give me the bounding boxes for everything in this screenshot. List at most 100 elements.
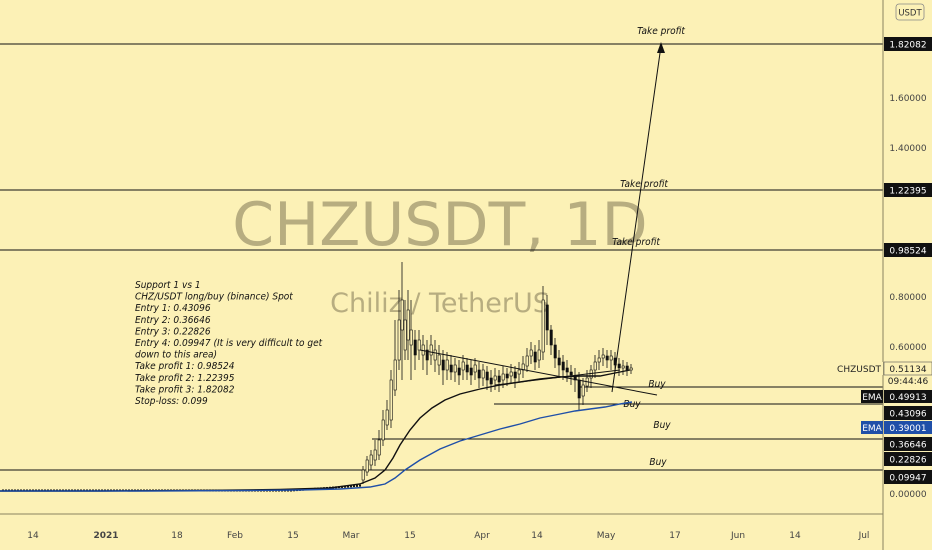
note-line: Entry 4: 0.09947 (It is very difficult t… (135, 338, 323, 349)
candle (486, 372, 488, 380)
level-price-label: 0.43096 (889, 410, 926, 420)
candle (418, 340, 420, 350)
level-price-label: 0.09947 (889, 474, 926, 484)
candle (390, 380, 392, 420)
candle (407, 310, 409, 340)
candle (502, 374, 504, 380)
level-annotation: Buy (653, 420, 671, 431)
candle (582, 385, 584, 396)
candle (466, 365, 468, 372)
x-tick-label: 14 (531, 531, 543, 541)
candle (578, 380, 580, 398)
x-tick-label: 15 (287, 531, 298, 541)
level-price-label: 0.98524 (889, 247, 926, 257)
candle (526, 356, 528, 366)
candle (374, 450, 376, 460)
candle (538, 350, 540, 360)
candle (450, 365, 452, 372)
candle (530, 350, 532, 356)
candle (570, 372, 572, 375)
level-price-label: 1.22395 (889, 187, 926, 197)
candle (404, 320, 406, 350)
candle (518, 370, 520, 374)
level-price-label: 1.82082 (889, 41, 926, 51)
candle (610, 356, 612, 360)
candle (382, 420, 384, 440)
candle (414, 340, 416, 355)
y-tick-label: 0.60000 (889, 343, 926, 353)
level-annotation: Take profit (620, 179, 668, 190)
note-line: Entry 1: 0.43096 (135, 303, 211, 314)
x-tick-label: 18 (171, 531, 183, 541)
candle (370, 455, 372, 465)
candle (566, 368, 568, 372)
candle (602, 355, 604, 358)
candle (438, 355, 440, 365)
candle (606, 356, 608, 360)
note-line: Entry 3: 0.22826 (135, 326, 211, 337)
x-tick-label: Mar (343, 531, 360, 541)
ema-label-long-value: 0.39001 (889, 424, 926, 434)
x-tick-label: Jun (730, 531, 745, 541)
x-tick-label: 14 (27, 531, 39, 541)
candle (534, 352, 536, 362)
level-annotation: Take profit (612, 237, 660, 248)
candle (362, 470, 364, 480)
candle (482, 370, 484, 378)
candle (490, 378, 492, 384)
candle (626, 366, 628, 370)
level-annotation: Take profit (637, 26, 685, 37)
note-line: Take profit 1: 0.98524 (135, 361, 235, 372)
candle (401, 300, 403, 330)
candle (462, 362, 464, 370)
level-annotation: Buy (648, 379, 666, 390)
note-line: Take profit 2: 1.22395 (135, 373, 235, 384)
note-line: Stop-loss: 0.099 (135, 396, 208, 407)
x-tick-label: Feb (227, 531, 243, 541)
ema-label-long-name: EMA (862, 424, 882, 434)
candle (594, 362, 596, 370)
watermark-name: Chiliz / TetherUS (330, 288, 550, 319)
x-tick-label: Apr (474, 531, 490, 541)
candle (434, 350, 436, 360)
candle (598, 358, 600, 362)
x-tick-label: 17 (669, 531, 680, 541)
candle (454, 365, 456, 372)
x-tick-label: Jul (858, 531, 870, 541)
candle (366, 460, 368, 472)
candle (498, 376, 500, 382)
note-line: Take profit 3: 1.82082 (135, 384, 235, 395)
current-price-value: 0.51134 (889, 365, 926, 375)
candle (622, 366, 624, 368)
y-tick-label: 0.00000 (889, 490, 926, 500)
level-annotation: Buy (623, 399, 641, 410)
level-price-labels: 1.82082 1.22395 0.98524 0.43096 0.36646 0.228… (884, 37, 932, 484)
note-line: down to this area) (135, 350, 217, 361)
candle (430, 345, 432, 355)
currency-badge-text: USDT (898, 9, 922, 19)
x-axis-ticks: 14 2021 18 Feb 15 Mar 15 Apr 14 May 17 Jun 14 Jul (27, 531, 869, 541)
candle (554, 345, 556, 358)
candle (470, 368, 472, 375)
candle (394, 360, 396, 390)
y-tick-label: 0.80000 (889, 293, 926, 303)
note-line: Entry 2: 0.36646 (135, 315, 211, 326)
x-tick-label: 2021 (93, 531, 118, 541)
currency-badge[interactable]: USDT (896, 4, 924, 20)
candle (410, 330, 412, 345)
x-tick-label: May (597, 531, 616, 541)
current-price-label: CHZUSDT 0.51134 09:44:46 (837, 362, 932, 387)
candle (398, 320, 400, 360)
ema-label-short: EMA 0.49913 (861, 390, 932, 403)
candle (546, 305, 548, 330)
candle (474, 365, 476, 372)
x-tick-label: 15 (404, 531, 415, 541)
level-annotation: Buy (649, 457, 667, 468)
candle (514, 372, 516, 378)
candle (378, 440, 380, 455)
candle (506, 374, 508, 378)
ema-label-short-name: EMA (862, 393, 882, 403)
current-price-countdown: 09:44:46 (888, 377, 929, 387)
